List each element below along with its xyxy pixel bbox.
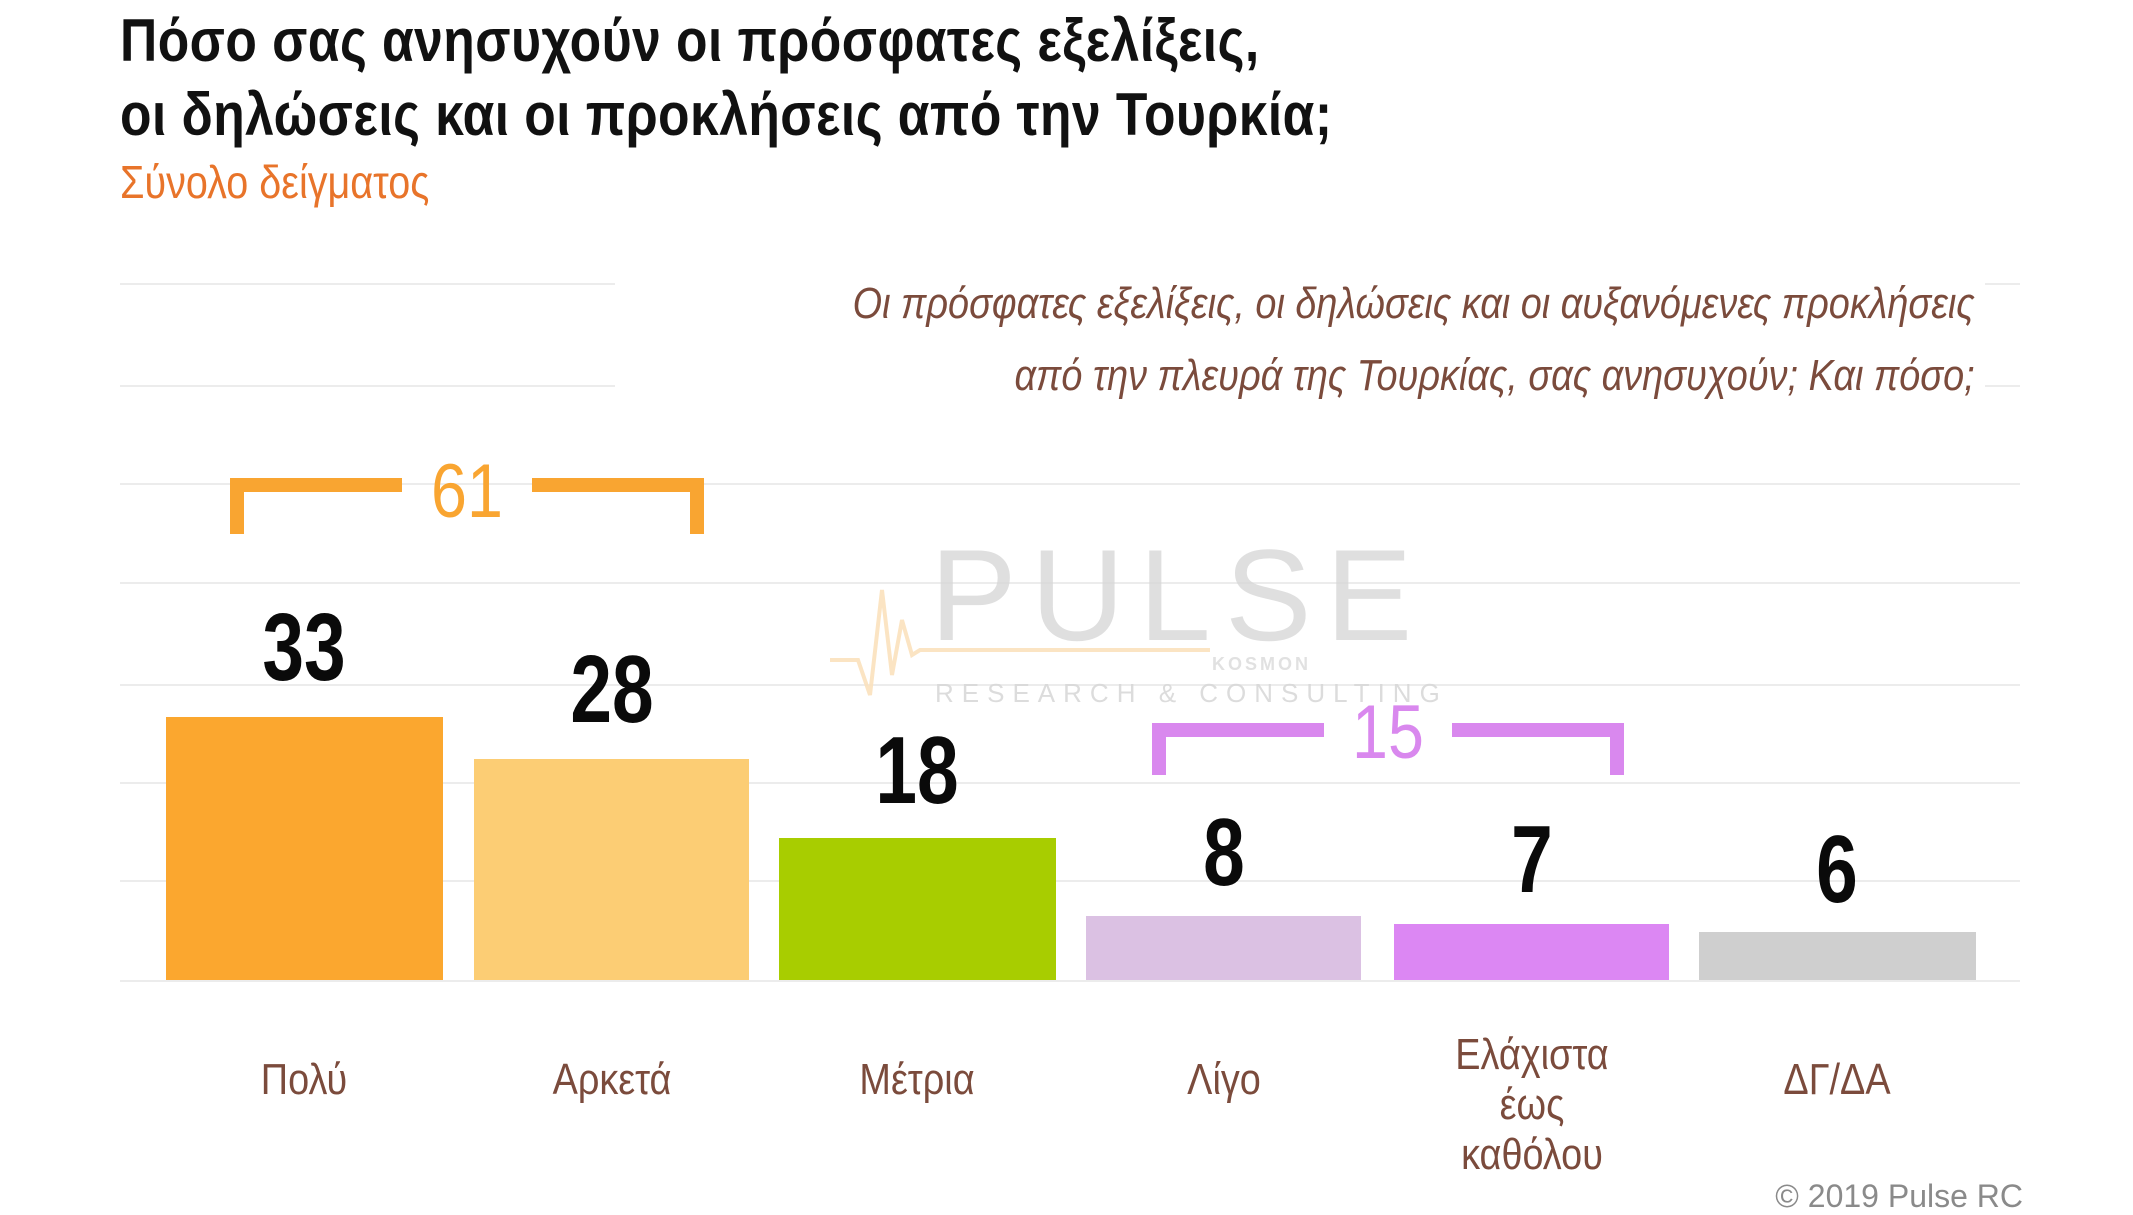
gridline: [120, 880, 2020, 882]
gridline: [120, 782, 2020, 784]
baseline-gridline: [120, 980, 2020, 982]
x-axis-label: Πολύ: [260, 1055, 348, 1104]
x-axis-label: Ελάχιστα έως καθόλου: [1413, 1030, 1650, 1180]
gridline: [120, 582, 2020, 584]
pulse-heartbeat-icon: [830, 589, 1210, 696]
x-axis-label: Λίγο: [1187, 1055, 1261, 1104]
bar-value-label: 18: [875, 717, 959, 824]
survey-question: Οι πρόσφατες εξελίξεις, οι δηλώσεις και …: [853, 268, 1975, 412]
bar-value-label: 7: [1511, 806, 1553, 913]
bar-arketa: [474, 759, 749, 980]
bracket-right-arm: [1452, 723, 1624, 737]
bracket-total-label: 15: [1352, 690, 1424, 775]
bracket-total-unconcerned: 15: [1152, 695, 1624, 775]
watermark-tagline: RESEARCH & CONSULTING: [935, 678, 1448, 708]
bracket-left-arm: [230, 478, 402, 492]
gridline: [1985, 283, 2020, 285]
bar-elaxista: [1394, 924, 1669, 980]
bracket-total-concerned: 61: [230, 454, 704, 534]
bracket-right-arm: [532, 478, 704, 492]
copyright-notice: © 2019 Pulse RC: [1775, 1178, 2023, 1214]
bar-ligo: [1086, 916, 1361, 980]
chart-title-line-2: οι δηλώσεις και οι προκλήσεις από την Το…: [120, 81, 1333, 148]
gridline: [120, 684, 2020, 686]
x-axis-label: ΔΓ/ΔΑ: [1783, 1055, 1891, 1104]
pulse-watermark: PULSE KOSMON RESEARCH & CONSULTING: [830, 530, 1440, 710]
gridline: [120, 385, 615, 387]
survey-question-line-2: από την πλευρά της Τουρκίας, σας ανησυχο…: [1014, 351, 1975, 400]
chart-subtitle: Σύνολο δείγματος: [120, 156, 430, 208]
chart-title: Πόσο σας ανησυχούν οι πρόσφατες εξελίξει…: [120, 4, 1332, 152]
bar-metria: [779, 838, 1056, 980]
x-axis-label: Μέτρια: [859, 1055, 975, 1104]
bar-value-label: 33: [262, 594, 346, 701]
bracket-left-arm: [1152, 723, 1324, 737]
gridline: [1985, 385, 2020, 387]
gridline: [120, 283, 615, 285]
watermark-brand: PULSE: [930, 522, 1427, 668]
x-axis-label-line: Ελάχιστα: [1455, 1030, 1609, 1079]
x-axis-label: Αρκετά: [552, 1055, 672, 1104]
bar-value-label: 6: [1816, 816, 1858, 923]
watermark-partner: KOSMON: [1212, 654, 1311, 674]
chart-title-line-1: Πόσο σας ανησυχούν οι πρόσφατες εξελίξει…: [120, 7, 1260, 74]
bar-dg-da: [1699, 932, 1976, 980]
x-axis-label-line: καθόλου: [1461, 1130, 1603, 1179]
x-axis-label-line: έως: [1499, 1080, 1565, 1129]
bracket-left-leg: [230, 478, 244, 534]
bracket-total-label: 61: [431, 449, 503, 534]
bracket-right-leg: [1610, 723, 1624, 775]
bar-poly: [166, 717, 443, 980]
survey-question-line-1: Οι πρόσφατες εξελίξεις, οι δηλώσεις και …: [853, 279, 1975, 328]
bar-value-label: 28: [570, 636, 654, 743]
gridline: [120, 483, 2020, 485]
bracket-right-leg: [690, 478, 704, 534]
bar-value-label: 8: [1203, 799, 1245, 906]
